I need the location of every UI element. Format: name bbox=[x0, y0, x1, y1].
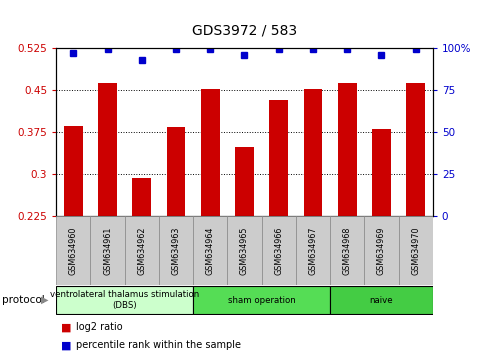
Bar bbox=[64, 126, 82, 216]
Bar bbox=[398, 216, 432, 285]
Text: GSM634969: GSM634969 bbox=[376, 226, 385, 275]
Text: GSM634962: GSM634962 bbox=[137, 226, 146, 275]
Bar bbox=[364, 216, 398, 285]
Bar bbox=[56, 216, 90, 285]
Bar bbox=[269, 100, 287, 216]
Text: GSM634961: GSM634961 bbox=[103, 226, 112, 275]
Text: GSM634960: GSM634960 bbox=[69, 226, 78, 275]
Bar bbox=[337, 83, 356, 216]
Text: GSM634965: GSM634965 bbox=[240, 226, 248, 275]
Text: ▶: ▶ bbox=[41, 295, 49, 305]
Bar bbox=[90, 216, 124, 285]
Text: naive: naive bbox=[369, 296, 392, 304]
Text: GSM634968: GSM634968 bbox=[342, 226, 351, 275]
Bar bbox=[329, 286, 432, 314]
Bar bbox=[132, 178, 151, 216]
Bar bbox=[56, 286, 193, 314]
Bar bbox=[201, 89, 219, 216]
Text: GSM634967: GSM634967 bbox=[308, 226, 317, 275]
Bar bbox=[193, 216, 227, 285]
Text: sham operation: sham operation bbox=[227, 296, 295, 304]
Bar bbox=[124, 216, 159, 285]
Text: ventrolateral thalamus stimulation
(DBS): ventrolateral thalamus stimulation (DBS) bbox=[50, 290, 199, 310]
Text: log2 ratio: log2 ratio bbox=[76, 322, 122, 332]
Bar bbox=[261, 216, 295, 285]
Text: ■: ■ bbox=[61, 322, 71, 332]
Bar bbox=[193, 286, 329, 314]
Text: GDS3972 / 583: GDS3972 / 583 bbox=[192, 23, 296, 37]
Bar bbox=[303, 89, 322, 216]
Bar bbox=[98, 83, 117, 216]
Bar bbox=[159, 216, 193, 285]
Bar bbox=[235, 147, 253, 216]
Bar bbox=[329, 216, 364, 285]
Text: ■: ■ bbox=[61, 340, 71, 350]
Text: protocol: protocol bbox=[2, 295, 45, 305]
Bar bbox=[406, 82, 424, 216]
Text: GSM634963: GSM634963 bbox=[171, 226, 180, 275]
Text: GSM634970: GSM634970 bbox=[410, 226, 419, 275]
Text: GSM634964: GSM634964 bbox=[205, 226, 214, 275]
Bar bbox=[227, 216, 261, 285]
Text: percentile rank within the sample: percentile rank within the sample bbox=[76, 340, 240, 350]
Bar bbox=[166, 127, 185, 216]
Bar bbox=[371, 129, 390, 216]
Text: GSM634966: GSM634966 bbox=[274, 226, 283, 275]
Bar bbox=[295, 216, 329, 285]
